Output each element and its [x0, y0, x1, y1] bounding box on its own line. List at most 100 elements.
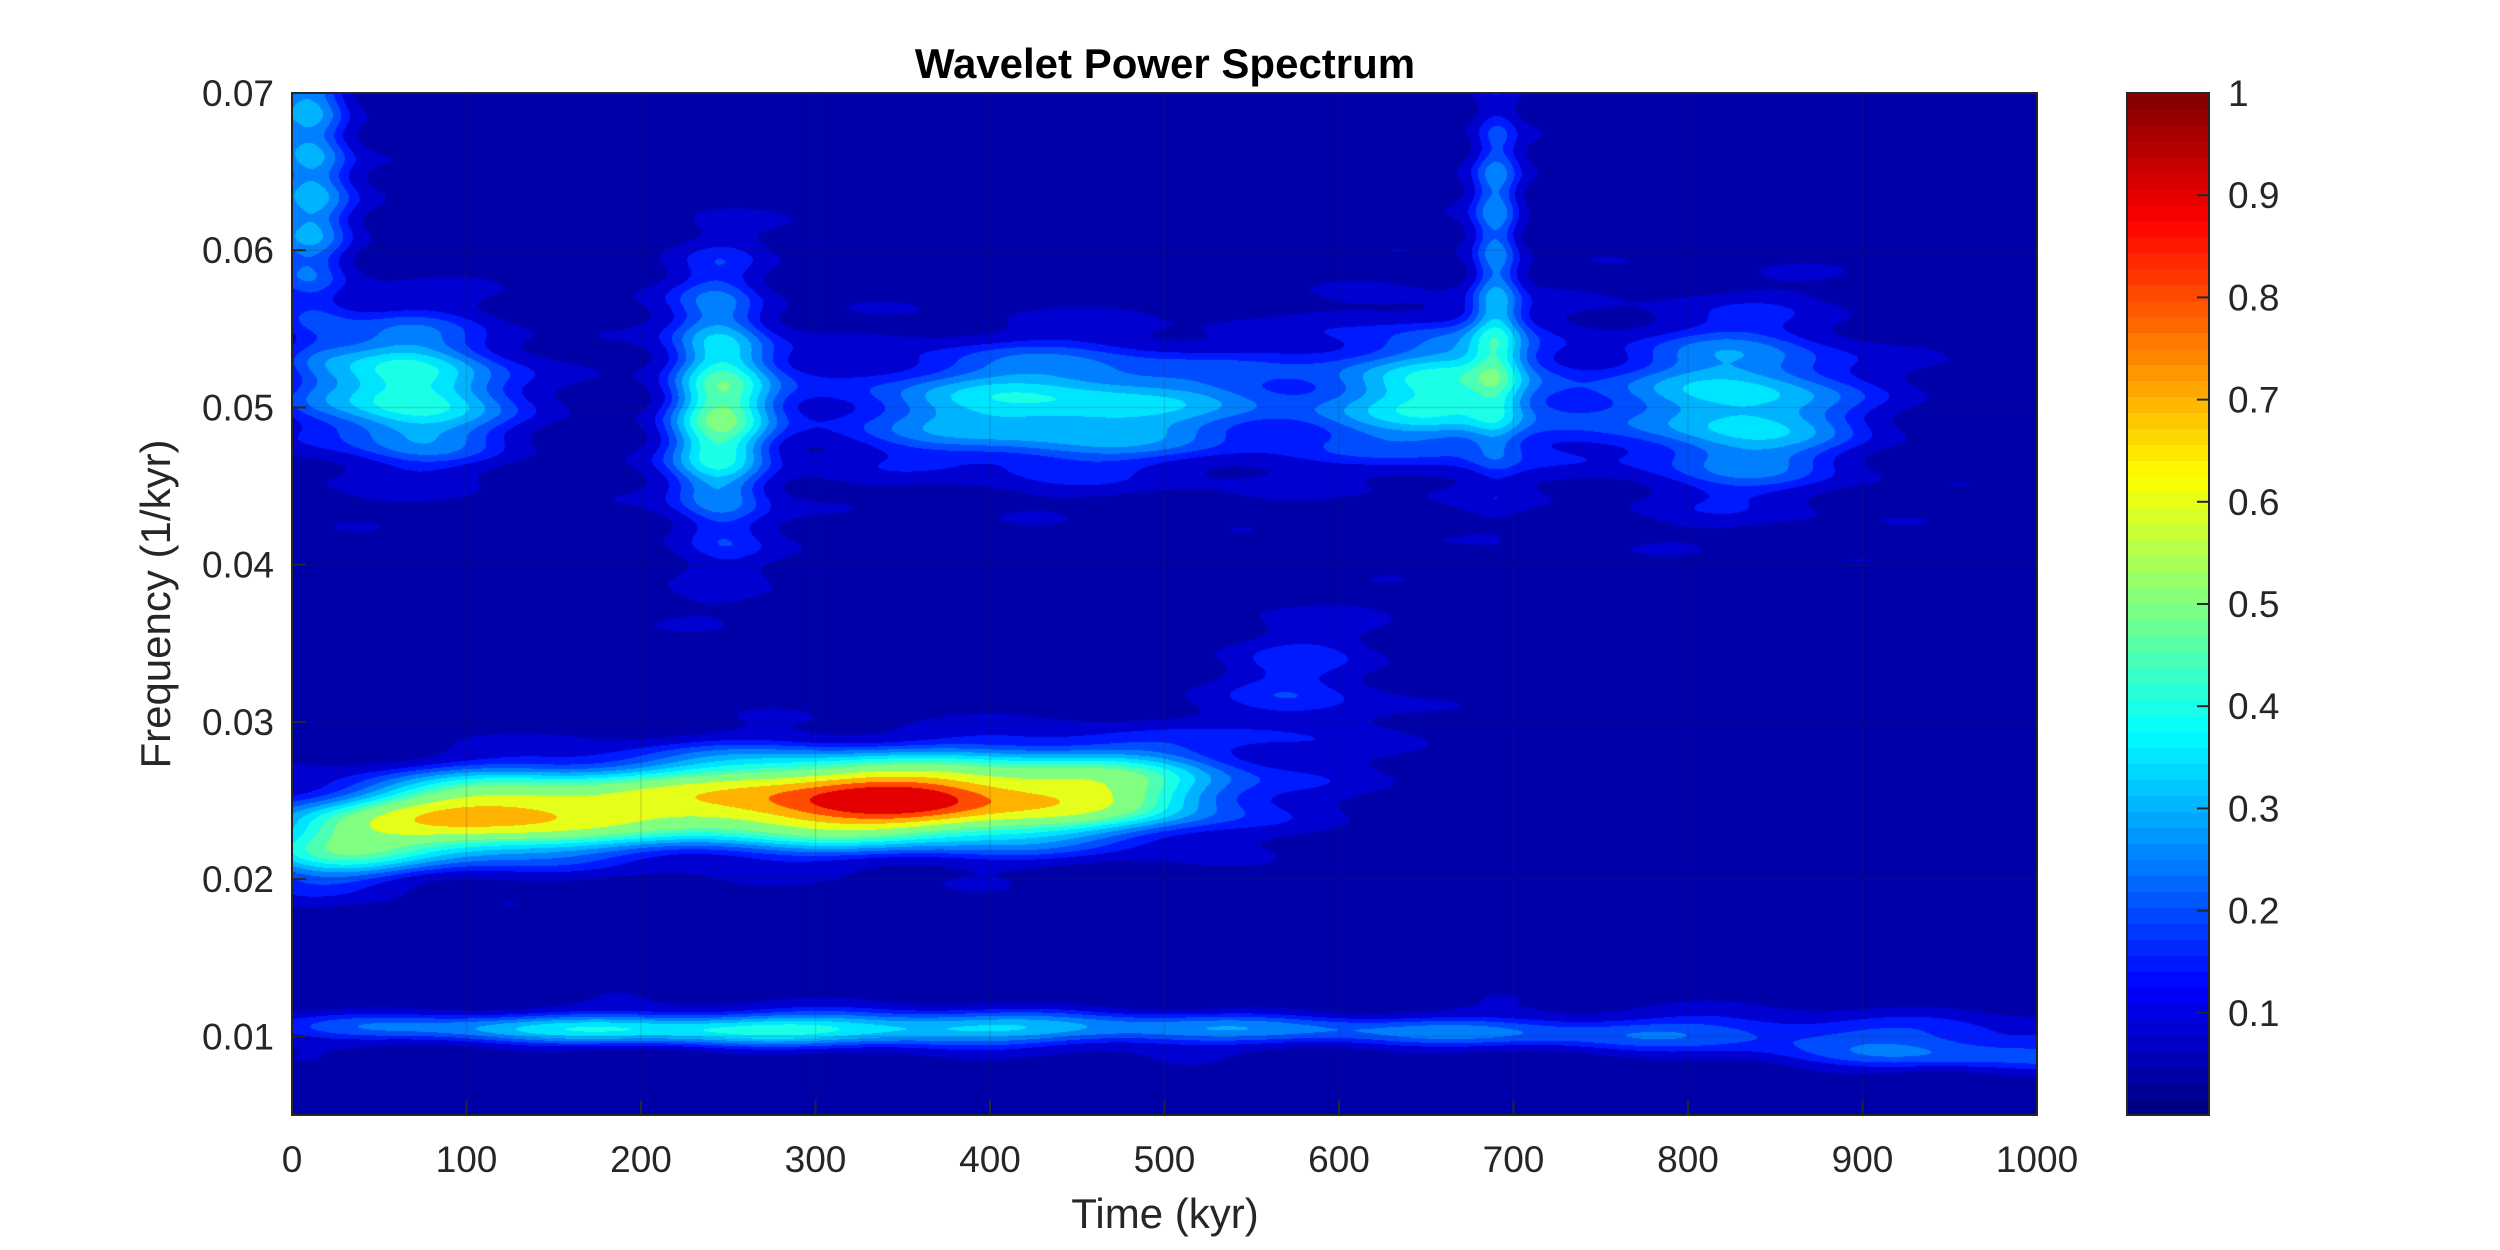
x-tick-label: 1000 [1996, 1139, 2078, 1180]
colorbar-stripe [2127, 667, 2209, 685]
colorbar-stripe [2127, 923, 2209, 940]
colorbar-stripe [2127, 635, 2209, 653]
colorbar-stripe [2127, 651, 2209, 669]
colorbar-stripe [2127, 715, 2209, 733]
colorbar-stripe [2127, 476, 2209, 493]
x-tick-label: 700 [1483, 1139, 1545, 1180]
colorbar-stripe [2127, 460, 2209, 477]
x-tick-label: 100 [436, 1139, 498, 1180]
chart-title: Wavelet Power Spectrum [915, 40, 1415, 87]
x-tick-label: 500 [1134, 1139, 1196, 1180]
y-axis-label: Frequency (1/kyr) [132, 439, 179, 768]
colorbar-stripe [2127, 907, 2209, 924]
colorbar-stripe [2127, 827, 2209, 845]
colorbar-stripe [2127, 1019, 2209, 1036]
colorbar-stripe [2127, 588, 2209, 605]
colorbar-stripe [2127, 699, 2209, 717]
colorbar-stripe [2127, 891, 2209, 909]
colorbar-stripe [2127, 188, 2209, 206]
colorbar-stripe [2127, 268, 2209, 286]
colorbar-stripe [2127, 284, 2209, 302]
x-tick-label: 600 [1308, 1139, 1370, 1180]
plot-area [291, 92, 2038, 1116]
x-tick-label: 400 [959, 1139, 1021, 1180]
x-tick-label: 800 [1657, 1139, 1719, 1180]
colorbar-stripe [2127, 619, 2209, 637]
colorbar-stripe [2127, 556, 2209, 573]
colorbar-stripe [2127, 1083, 2209, 1100]
colorbar-tick-label: 1 [2228, 73, 2249, 114]
colorbar-stripe [2127, 572, 2209, 589]
colorbar-stripe [2127, 875, 2209, 893]
colorbar-tick-label: 0.7 [2228, 380, 2279, 421]
colorbar-tick-label: 0.6 [2228, 482, 2279, 523]
colorbar-stripe [2127, 396, 2209, 413]
y-tick-label: 0.02 [202, 859, 274, 900]
colorbar-stripe [2127, 332, 2209, 350]
colorbar-stripe [2127, 811, 2209, 829]
colorbar-stripe [2127, 380, 2209, 398]
colorbar-stripe [2127, 1051, 2209, 1068]
colorbar-stripe [2127, 93, 2209, 110]
colorbar-stripe [2127, 747, 2209, 765]
colorbar-stripe [2127, 124, 2209, 142]
colorbar-stripe [2127, 779, 2209, 797]
colorbar-stripe [2127, 140, 2209, 158]
colorbar-stripe [2127, 955, 2209, 972]
colorbar-axis: 0.1 0.2 0.3 0.4 0.5 0.6 0.7 0.8 0.9 1 [2197, 73, 2279, 1034]
colorbar-tick-label: 0.1 [2228, 993, 2279, 1034]
colorbar-tick-label: 0.4 [2228, 686, 2279, 727]
colorbar-stripe [2127, 492, 2209, 509]
colorbar-stripe [2127, 731, 2209, 749]
colorbar-tick-label: 0.2 [2228, 891, 2279, 932]
colorbar-stripe [2127, 1099, 2209, 1116]
colorbar-stripe [2127, 939, 2209, 956]
x-tick-label: 300 [785, 1139, 847, 1180]
colorbar-stripe [2127, 316, 2209, 334]
colorbar-stripe [2127, 204, 2209, 222]
colorbar-stripe [2127, 156, 2209, 174]
colorbar-stripe [2127, 604, 2209, 621]
colorbar-tick-label: 0.3 [2228, 788, 2279, 829]
wavelet-power-contour-fill [292, 93, 2037, 1115]
colorbar-stripe [2127, 172, 2209, 190]
colorbar-stripe [2127, 859, 2209, 877]
colorbar-stripe [2127, 1035, 2209, 1052]
colorbar-stripe [2127, 524, 2209, 541]
colorbar-stripe [2127, 300, 2209, 318]
colorbar-stripe [2127, 683, 2209, 701]
y-tick-label: 0.04 [202, 545, 274, 586]
colorbar-stripe [2127, 508, 2209, 525]
y-tick-label: 0.05 [202, 387, 274, 428]
colorbar-stripe [2127, 428, 2209, 445]
x-tick-label: 900 [1832, 1139, 1894, 1180]
y-tick-label: 0.06 [202, 230, 274, 271]
colorbar-stripe [2127, 412, 2209, 429]
colorbar-stripe [2127, 236, 2209, 254]
colorbar-stripe [2127, 220, 2209, 238]
colorbar-tick-label: 0.5 [2228, 584, 2279, 625]
y-tick-label: 0.03 [202, 702, 274, 743]
colorbar-stripe [2127, 444, 2209, 461]
x-axis: 0 100 200 300 400 500 600 700 800 900 1000 [282, 1101, 2078, 1180]
x-tick-label: 200 [610, 1139, 672, 1180]
colorbar-stripe [2127, 364, 2209, 382]
colorbar-stripe [2127, 1067, 2209, 1084]
colorbar-gradient [2127, 93, 2209, 1116]
colorbar-stripe [2127, 763, 2209, 781]
colorbar-stripe [2127, 1003, 2209, 1020]
colorbar-stripe [2127, 540, 2209, 557]
colorbar-stripe [2127, 795, 2209, 813]
colorbar-stripe [2127, 108, 2209, 126]
y-tick-label: 0.07 [202, 73, 274, 114]
colorbar: 0.1 0.2 0.3 0.4 0.5 0.6 0.7 0.8 0.9 1 [2126, 73, 2279, 1116]
y-axis: 0.01 0.02 0.03 0.04 0.05 0.06 0.07 [202, 73, 306, 1057]
colorbar-stripe [2127, 843, 2209, 861]
colorbar-tick-label: 0.8 [2228, 277, 2279, 318]
colorbar-stripe [2127, 987, 2209, 1004]
colorbar-stripe [2127, 348, 2209, 366]
x-tick-label: 0 [282, 1139, 303, 1180]
colorbar-stripe [2127, 252, 2209, 270]
colorbar-tick-label: 0.9 [2228, 175, 2279, 216]
